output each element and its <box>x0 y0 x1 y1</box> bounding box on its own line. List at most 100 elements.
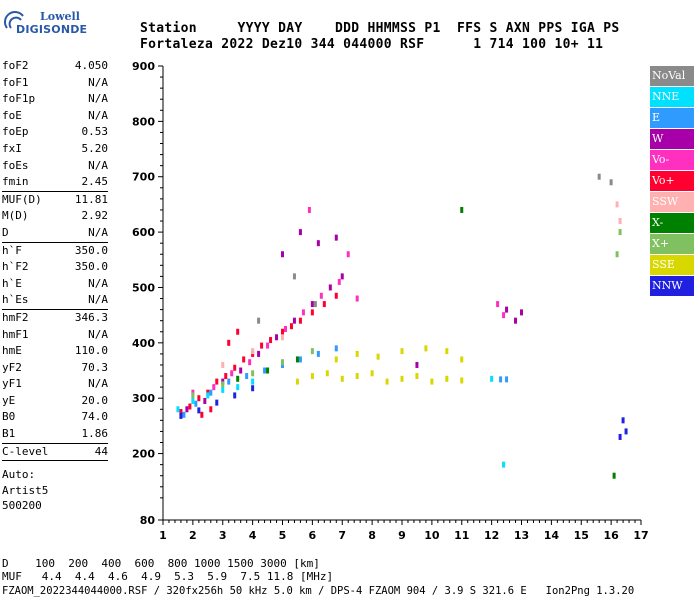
param-row: h`E N/A <box>2 276 108 293</box>
param-row: foF1 N/A <box>2 75 108 92</box>
data-point-x- <box>281 359 284 366</box>
param-name: foEp <box>2 125 29 139</box>
param-name: yF2 <box>2 360 22 374</box>
data-point-nnw <box>215 399 219 406</box>
data-point-w <box>520 309 523 316</box>
param-name: fmin <box>2 175 29 189</box>
data-point-x- <box>460 206 464 213</box>
data-point-noval <box>292 273 296 280</box>
data-point-w <box>203 397 207 404</box>
data-point-w <box>415 361 419 368</box>
data-point-w <box>328 284 332 291</box>
param-row: B1 1.86 <box>2 426 108 443</box>
data-point-vo- <box>310 309 314 316</box>
data-point-nnw <box>624 428 628 435</box>
data-point-noval <box>313 301 317 308</box>
data-point-vo- <box>200 411 204 418</box>
param-name: foF1p <box>2 92 36 106</box>
param-value: N/A <box>88 225 108 239</box>
y-tick-label: 800 <box>132 115 155 128</box>
param-value: 11.81 <box>74 192 108 206</box>
param-value: N/A <box>88 276 108 290</box>
data-point-e <box>182 411 186 418</box>
data-point-e <box>227 378 231 385</box>
data-point-vo- <box>281 328 284 335</box>
param-row: B0 74.0 <box>2 409 108 426</box>
legend-item: X+ <box>650 234 694 254</box>
y-tick-label: 600 <box>132 226 155 239</box>
data-point-vo- <box>248 359 252 366</box>
data-point-vo- <box>260 342 264 349</box>
x-tick-label: 4 <box>249 529 257 542</box>
param-row: hmF2 346.3 <box>2 308 108 327</box>
data-point-ssw <box>221 361 225 368</box>
x-tick-label: 14 <box>544 529 560 542</box>
data-point-nnw <box>179 412 183 419</box>
data-point-e <box>245 373 249 380</box>
y-tick-label: 300 <box>132 392 155 405</box>
data-point-noval <box>609 179 613 186</box>
data-point-vo- <box>179 409 183 416</box>
data-point-vo- <box>502 312 506 319</box>
param-value: 2.45 <box>81 175 109 189</box>
param-row: foF2 4.050 <box>2 58 108 75</box>
data-point-vo- <box>197 395 201 402</box>
param-value: 20.0 <box>81 393 109 407</box>
logo: Lowell DIGISONDE <box>4 6 94 44</box>
x-tick-label: 12 <box>484 529 499 542</box>
data-point-e <box>499 376 503 383</box>
param-value: 5.20 <box>81 141 109 155</box>
data-point-sse <box>445 375 449 382</box>
param-name: h`Es <box>2 293 29 307</box>
header-values: Fortaleza 2022 Dez10 344 044000 RSF 1 71… <box>140 37 604 52</box>
data-point-vo- <box>307 206 311 213</box>
muf-row: MUF 4.4 4.4 4.6 4.9 5.3 5.9 7.5 11.8 [MH… <box>2 570 334 583</box>
data-point-w <box>334 234 338 241</box>
data-point-w <box>298 229 302 236</box>
param-row: yE 20.0 <box>2 393 108 410</box>
data-point-w <box>316 240 320 247</box>
param-name: B0 <box>2 410 16 424</box>
data-point-vo- <box>322 301 326 308</box>
data-point-sse <box>355 373 359 380</box>
param-value: 350.0 <box>74 243 108 257</box>
data-point-nnw <box>233 392 237 399</box>
param-name: hmF1 <box>2 327 29 341</box>
data-point-vo- <box>230 370 234 377</box>
data-point-nne <box>490 375 494 382</box>
data-point-x- <box>191 392 195 399</box>
legend-item: W <box>650 129 694 149</box>
param-row: hmE 110.0 <box>2 343 108 360</box>
x-tick-label: 9 <box>398 529 406 542</box>
legend-item: SSW <box>650 192 694 212</box>
data-point-e <box>209 389 213 396</box>
data-point-vo- <box>209 406 213 413</box>
x-tick-label: 1 <box>159 529 167 542</box>
param-row: D N/A <box>2 225 108 242</box>
data-point-noval <box>257 317 261 324</box>
data-point-w <box>310 301 314 308</box>
param-name: foF1 <box>2 75 29 89</box>
param-row: foE N/A <box>2 108 108 125</box>
data-point-vo- <box>355 295 359 302</box>
data-point-vo- <box>236 328 240 335</box>
data-point-ssw <box>615 201 619 208</box>
data-point-sse <box>295 378 299 385</box>
x-tick-label: 7 <box>338 529 346 542</box>
data-point-sse <box>340 375 344 382</box>
legend-item: NNE <box>650 87 694 107</box>
logo-line1: Lowell <box>40 10 80 23</box>
y-tick-label: 400 <box>132 337 155 350</box>
data-point-w <box>239 367 243 374</box>
data-point-x- <box>618 229 622 236</box>
param-row: fmin 2.45 <box>2 174 108 191</box>
data-point-w <box>185 406 189 413</box>
legend-item: Vo- <box>650 150 694 170</box>
param-name: foEs <box>2 158 29 172</box>
data-point-nne <box>191 397 195 404</box>
data-point-vo- <box>212 384 216 391</box>
y-tick-label: 700 <box>132 171 155 184</box>
x-tick-label: 6 <box>309 529 317 542</box>
distance-row: D 100 200 400 600 800 1000 1500 3000 [km… <box>2 557 320 570</box>
param-name: hmF2 <box>2 310 29 324</box>
